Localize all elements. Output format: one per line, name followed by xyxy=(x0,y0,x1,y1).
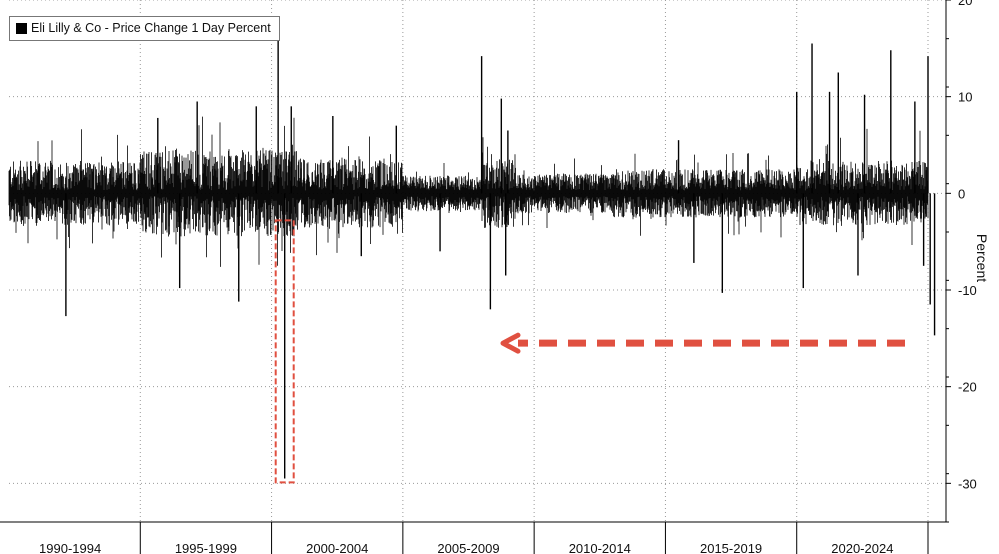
x-tick-label: 1995-1999 xyxy=(175,541,237,554)
y-tick-label: -20 xyxy=(958,380,977,395)
y-tick-label: 0 xyxy=(958,186,965,201)
dashed-arrow-head xyxy=(500,332,521,354)
x-tick-label: 2015-2019 xyxy=(700,541,762,554)
x-tick-label: 2020-2024 xyxy=(831,541,893,554)
legend-swatch xyxy=(16,22,27,34)
series-bars xyxy=(8,116,929,267)
x-tick-label: 2005-2009 xyxy=(437,541,499,554)
y-tick-label: -30 xyxy=(958,476,977,491)
x-tick-label: 2000-2004 xyxy=(306,541,368,554)
x-tick-label: 2010-2014 xyxy=(569,541,631,554)
y-axis-label: Percent xyxy=(974,233,991,283)
y-tick-label: 10 xyxy=(958,90,972,105)
legend-label: Eli Lilly & Co - Price Change 1 Day Perc… xyxy=(31,21,271,35)
y-tick-label: 20 xyxy=(958,0,972,8)
highlight-box xyxy=(274,219,295,484)
x-tick-label: 1990-1994 xyxy=(39,541,101,554)
y-tick-label: -10 xyxy=(958,283,977,298)
legend: Eli Lilly & Co - Price Change 1 Day Perc… xyxy=(9,16,280,41)
